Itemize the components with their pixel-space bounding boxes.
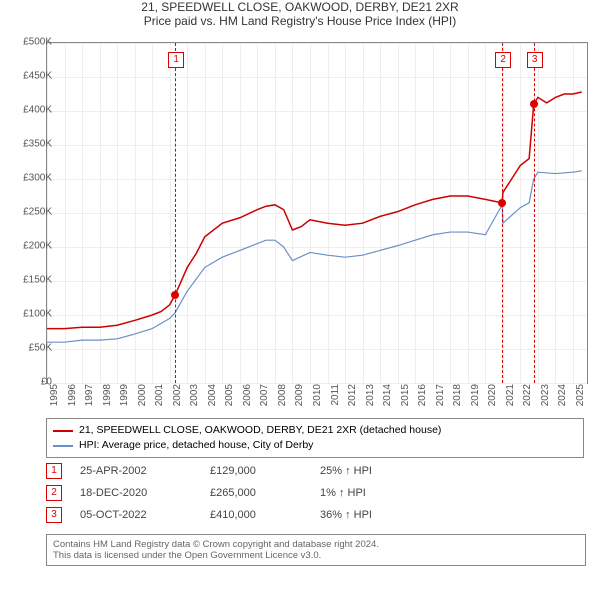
event-marker-box: 3 <box>527 52 543 68</box>
legend-swatch <box>53 430 73 432</box>
y-axis-label: £100K <box>12 309 52 320</box>
x-axis-label: 2001 <box>154 384 165 414</box>
chart-series <box>47 43 587 383</box>
event-price: £410,000 <box>210 509 320 521</box>
event-marker-dot <box>530 100 538 108</box>
event-marker-line <box>534 43 535 383</box>
x-axis-label: 2012 <box>347 384 358 414</box>
x-axis-label: 2018 <box>452 384 463 414</box>
page: 21, SPEEDWELL CLOSE, OAKWOOD, DERBY, DE2… <box>0 0 600 590</box>
x-axis-label: 2025 <box>575 384 586 414</box>
x-axis-label: 2000 <box>137 384 148 414</box>
x-axis-label: 2008 <box>277 384 288 414</box>
x-axis-label: 2013 <box>365 384 376 414</box>
x-axis-label: 2017 <box>435 384 446 414</box>
x-axis-label: 2021 <box>505 384 516 414</box>
legend-label: 21, SPEEDWELL CLOSE, OAKWOOD, DERBY, DE2… <box>79 423 441 438</box>
y-axis-label: £0 <box>12 377 52 388</box>
x-axis-label: 2019 <box>470 384 481 414</box>
y-axis-label: £250K <box>12 207 52 218</box>
x-axis-label: 1997 <box>84 384 95 414</box>
event-price: £265,000 <box>210 487 320 499</box>
event-pct: 36% ↑ HPI <box>320 509 440 521</box>
footer-line1: Contains HM Land Registry data © Crown c… <box>53 539 579 550</box>
event-index-box: 2 <box>46 485 62 501</box>
event-price: £129,000 <box>210 465 320 477</box>
event-marker-box: 1 <box>168 52 184 68</box>
x-axis-label: 2024 <box>557 384 568 414</box>
x-axis-label: 2016 <box>417 384 428 414</box>
x-axis-label: 2023 <box>540 384 551 414</box>
title-line2: Price paid vs. HM Land Registry's House … <box>0 14 600 28</box>
x-axis-label: 1995 <box>49 384 60 414</box>
event-date: 18-DEC-2020 <box>62 487 210 499</box>
x-axis-label: 2022 <box>522 384 533 414</box>
x-axis-label: 2009 <box>294 384 305 414</box>
legend-row: 21, SPEEDWELL CLOSE, OAKWOOD, DERBY, DE2… <box>53 423 577 438</box>
y-axis-label: £50K <box>12 343 52 354</box>
table-row: 125-APR-2002£129,00025% ↑ HPI <box>46 460 440 482</box>
x-axis-label: 2020 <box>487 384 498 414</box>
x-axis-label: 2015 <box>400 384 411 414</box>
event-marker-line <box>502 43 503 383</box>
x-axis-label: 2004 <box>207 384 218 414</box>
legend: 21, SPEEDWELL CLOSE, OAKWOOD, DERBY, DE2… <box>46 418 584 458</box>
event-marker-box: 2 <box>495 52 511 68</box>
x-axis-label: 1996 <box>67 384 78 414</box>
event-pct: 1% ↑ HPI <box>320 487 440 499</box>
x-axis-label: 2006 <box>242 384 253 414</box>
y-axis-label: £350K <box>12 139 52 150</box>
event-pct: 25% ↑ HPI <box>320 465 440 477</box>
legend-swatch <box>53 445 73 447</box>
chart-plot-area: 1 23 <box>46 42 588 384</box>
legend-label: HPI: Average price, detached house, City… <box>79 438 313 453</box>
legend-row: HPI: Average price, detached house, City… <box>53 438 577 453</box>
x-axis-label: 2011 <box>330 384 341 414</box>
footer-attribution: Contains HM Land Registry data © Crown c… <box>46 534 586 566</box>
title-line1: 21, SPEEDWELL CLOSE, OAKWOOD, DERBY, DE2… <box>0 0 600 14</box>
y-axis-label: £200K <box>12 241 52 252</box>
event-date: 25-APR-2002 <box>62 465 210 477</box>
x-axis-label: 1999 <box>119 384 130 414</box>
event-marker-dot <box>171 291 179 299</box>
event-marker-line <box>175 43 176 383</box>
y-axis-label: £450K <box>12 71 52 82</box>
x-axis-label: 2007 <box>259 384 270 414</box>
x-axis-label: 1998 <box>102 384 113 414</box>
y-axis-label: £500K <box>12 37 52 48</box>
events-table: 125-APR-2002£129,00025% ↑ HPI218-DEC-202… <box>46 460 440 526</box>
footer-line2: This data is licensed under the Open Gov… <box>53 550 579 561</box>
y-axis-label: £300K <box>12 173 52 184</box>
table-row: 305-OCT-2022£410,00036% ↑ HPI <box>46 504 440 526</box>
x-axis-label: 2005 <box>224 384 235 414</box>
x-axis-label: 2014 <box>382 384 393 414</box>
x-axis-label: 2003 <box>189 384 200 414</box>
y-axis-label: £400K <box>12 105 52 116</box>
x-axis-label: 2002 <box>172 384 183 414</box>
event-index-box: 3 <box>46 507 62 523</box>
table-row: 218-DEC-2020£265,0001% ↑ HPI <box>46 482 440 504</box>
x-axis-label: 2010 <box>312 384 323 414</box>
event-marker-dot <box>498 199 506 207</box>
y-axis-label: £150K <box>12 275 52 286</box>
event-date: 05-OCT-2022 <box>62 509 210 521</box>
event-index-box: 1 <box>46 463 62 479</box>
